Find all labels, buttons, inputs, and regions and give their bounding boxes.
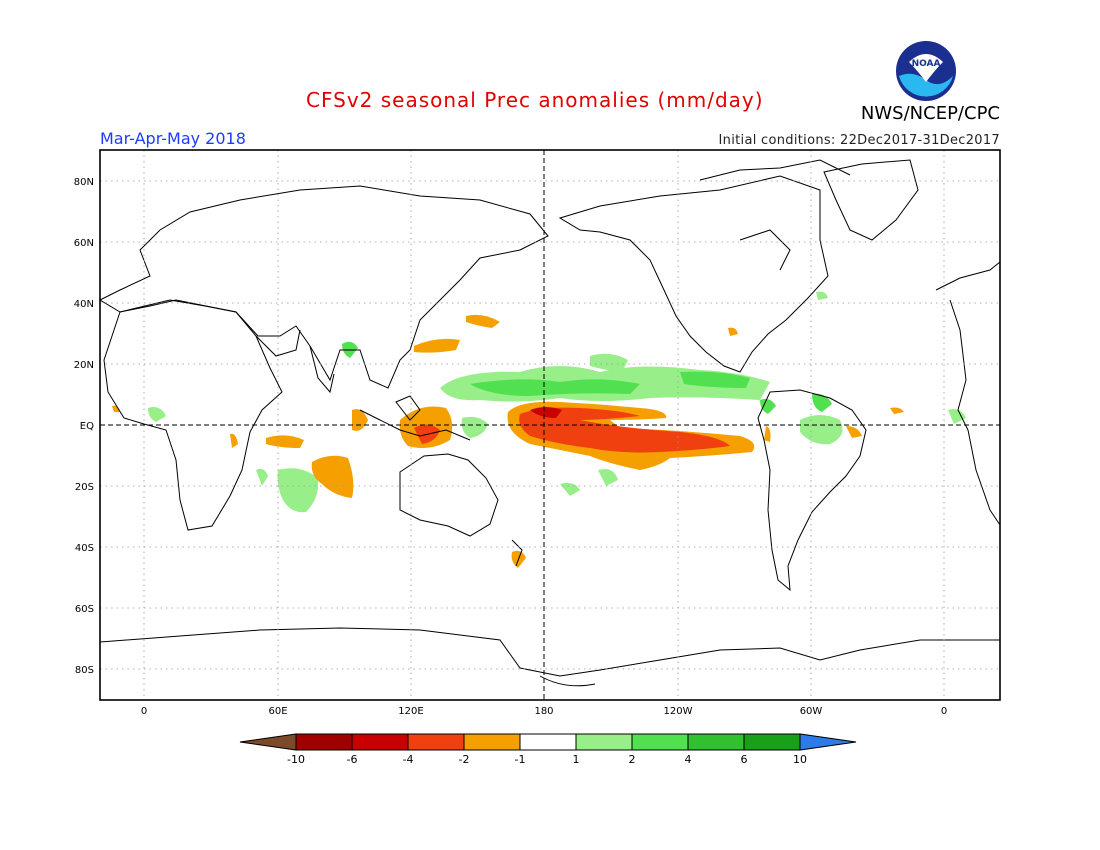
map-frame bbox=[99, 149, 1001, 701]
colorbar-box bbox=[463, 733, 521, 751]
lon-label: 120E bbox=[398, 706, 423, 717]
dry-patch bbox=[466, 314, 500, 328]
lat-label: 20N bbox=[74, 360, 94, 371]
dry-patch bbox=[230, 433, 238, 448]
wet-patch bbox=[590, 353, 628, 372]
colorbar-box bbox=[743, 733, 801, 751]
colorbar-label: -10 bbox=[287, 753, 305, 766]
lat-label: 80N bbox=[74, 177, 94, 188]
lat-label: 60N bbox=[74, 238, 94, 249]
lat-label: 20S bbox=[75, 482, 94, 493]
wet-patch bbox=[560, 482, 580, 496]
wet-patch bbox=[680, 371, 750, 388]
lon-label: 0 bbox=[141, 706, 147, 717]
lon-label: 60E bbox=[268, 706, 287, 717]
dry-patch bbox=[519, 407, 730, 453]
colorbar-labels: -10 -6 -4 -2 -1 1 2 4 6 10 bbox=[287, 753, 807, 766]
wet-patch bbox=[812, 393, 832, 412]
colorbar-arrow-low bbox=[239, 733, 297, 751]
map-title: CFSv2 seasonal Prec anomalies (mm/day) bbox=[306, 88, 764, 112]
colorbar-label: -2 bbox=[459, 753, 470, 766]
africa-coastline bbox=[103, 299, 283, 531]
antarctica-coastline bbox=[99, 627, 1000, 677]
greenland-coastline bbox=[823, 159, 919, 241]
lat-label: 40S bbox=[75, 543, 94, 554]
graticule bbox=[100, 150, 1000, 700]
wet-patch bbox=[470, 379, 640, 396]
lat-label: 80S bbox=[75, 665, 94, 676]
colorbar-label: 1 bbox=[573, 753, 580, 766]
wet-patch bbox=[598, 469, 618, 486]
colorbar-box bbox=[295, 733, 353, 751]
colorbar-label: -1 bbox=[515, 753, 526, 766]
dry-patch bbox=[414, 338, 460, 353]
colorbar-label: 2 bbox=[629, 753, 636, 766]
wet-patch bbox=[760, 398, 776, 414]
colorbar-label: 10 bbox=[793, 753, 807, 766]
longitude-labels: 0 60E 120E 180 120W 60W 0 bbox=[141, 706, 947, 717]
colorbar-arrow-high bbox=[799, 733, 857, 751]
lon-label: 120W bbox=[664, 706, 693, 717]
colorbar-box bbox=[575, 733, 633, 751]
anomaly-patches bbox=[112, 291, 966, 568]
lon-label: 60W bbox=[800, 706, 823, 717]
wet-patch bbox=[816, 291, 828, 300]
colorbar-box bbox=[687, 733, 745, 751]
wet-patch bbox=[256, 468, 268, 486]
wet-patch bbox=[800, 415, 843, 445]
australia-coastline bbox=[399, 453, 499, 537]
lon-label: 0 bbox=[941, 706, 947, 717]
dry-patch bbox=[530, 407, 562, 418]
indonesia-coastline bbox=[359, 409, 471, 441]
latitude-labels: 80N 60N 40N 20N EQ 20S 40S 60S 80S bbox=[74, 177, 94, 676]
lat-label: 60S bbox=[75, 604, 94, 615]
dry-patch bbox=[311, 455, 354, 498]
lon-label: 180 bbox=[534, 706, 553, 717]
logo-text: NOAA bbox=[912, 59, 941, 69]
dry-patch bbox=[890, 407, 904, 414]
wet-patch bbox=[948, 409, 966, 424]
season-label: Mar-Apr-May 2018 bbox=[100, 129, 246, 148]
colorbar-box bbox=[407, 733, 465, 751]
colorbar-label: -6 bbox=[347, 753, 358, 766]
colorbar-label: 4 bbox=[685, 753, 692, 766]
agency-label: NWS/NCEP/CPC bbox=[860, 103, 1000, 124]
north-america-coastline bbox=[558, 175, 829, 373]
wet-patch bbox=[148, 407, 166, 422]
eurasia-coastline bbox=[98, 185, 549, 389]
colorbar-label: 6 bbox=[741, 753, 748, 766]
colorbar-box bbox=[631, 733, 689, 751]
lat-label: EQ bbox=[80, 421, 94, 432]
colorbar-box bbox=[351, 733, 409, 751]
dry-patch bbox=[266, 435, 304, 448]
dry-patch bbox=[764, 426, 771, 442]
dry-patch bbox=[112, 405, 120, 412]
wet-patch bbox=[461, 416, 488, 438]
colorbar-label: -4 bbox=[403, 753, 414, 766]
colorbar-box bbox=[519, 733, 577, 751]
initial-conditions-label: Initial conditions: 22Dec2017-31Dec2017 bbox=[718, 133, 1000, 148]
lat-label: 40N bbox=[74, 299, 94, 310]
dry-patch bbox=[846, 426, 862, 438]
coastlines bbox=[98, 159, 1001, 687]
colorbar bbox=[239, 733, 857, 751]
dry-patch bbox=[728, 327, 738, 336]
south-america-coastline bbox=[757, 389, 867, 592]
wet-patch bbox=[277, 468, 319, 513]
noaa-logo: NOAA bbox=[896, 41, 956, 101]
